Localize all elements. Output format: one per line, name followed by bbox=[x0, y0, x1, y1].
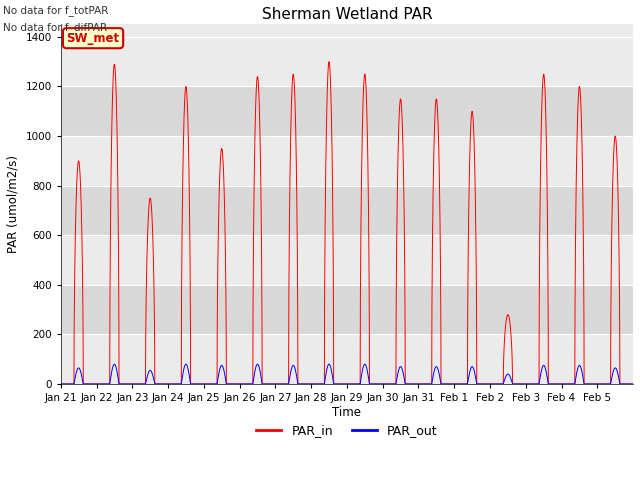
Bar bbox=[61, 86, 633, 136]
Bar bbox=[61, 285, 633, 335]
Text: No data for f_difPAR: No data for f_difPAR bbox=[3, 22, 108, 33]
X-axis label: Time: Time bbox=[332, 406, 362, 419]
Bar bbox=[61, 186, 633, 235]
Legend: PAR_in, PAR_out: PAR_in, PAR_out bbox=[252, 420, 442, 443]
Text: SW_met: SW_met bbox=[67, 32, 120, 45]
Y-axis label: PAR (umol/m2/s): PAR (umol/m2/s) bbox=[7, 155, 20, 253]
Title: Sherman Wetland PAR: Sherman Wetland PAR bbox=[262, 7, 432, 22]
Text: No data for f_totPAR: No data for f_totPAR bbox=[3, 5, 109, 16]
